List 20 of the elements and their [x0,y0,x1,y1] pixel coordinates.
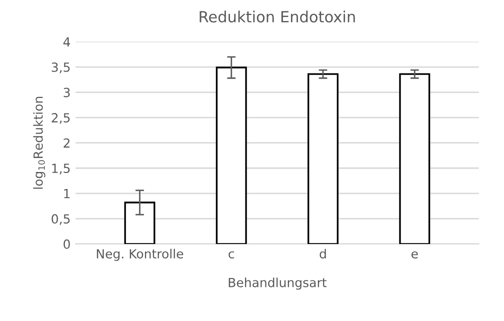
y-axis-title: log$_{10}$Reduktion [33,96,46,189]
y-tick-label: 2 [64,138,70,148]
y-tick-label: 2,5 [52,113,70,124]
bar [308,73,339,244]
y-tick-label: 4 [63,37,70,46]
bar [124,202,156,244]
x-tick-label: c [228,251,234,258]
x-tick-label: Neg. Kontrolle [96,248,184,261]
x-tick-label: d [320,248,326,258]
x-tick-label: e [412,251,418,258]
chart-title: Reduktion Endotoxin [200,10,355,23]
y-tick-label: 3,5 [52,62,70,74]
y-tick-label: 1,5 [52,164,70,174]
bar [216,66,247,244]
y-tick-label: 3 [64,88,70,98]
y-tick-label: 0,5 [52,214,70,225]
bar [399,73,430,244]
y-tick-label: 0 [64,239,70,249]
y-tick-label: 1 [64,189,70,198]
x-axis-title: Behandlungsart [228,278,326,290]
